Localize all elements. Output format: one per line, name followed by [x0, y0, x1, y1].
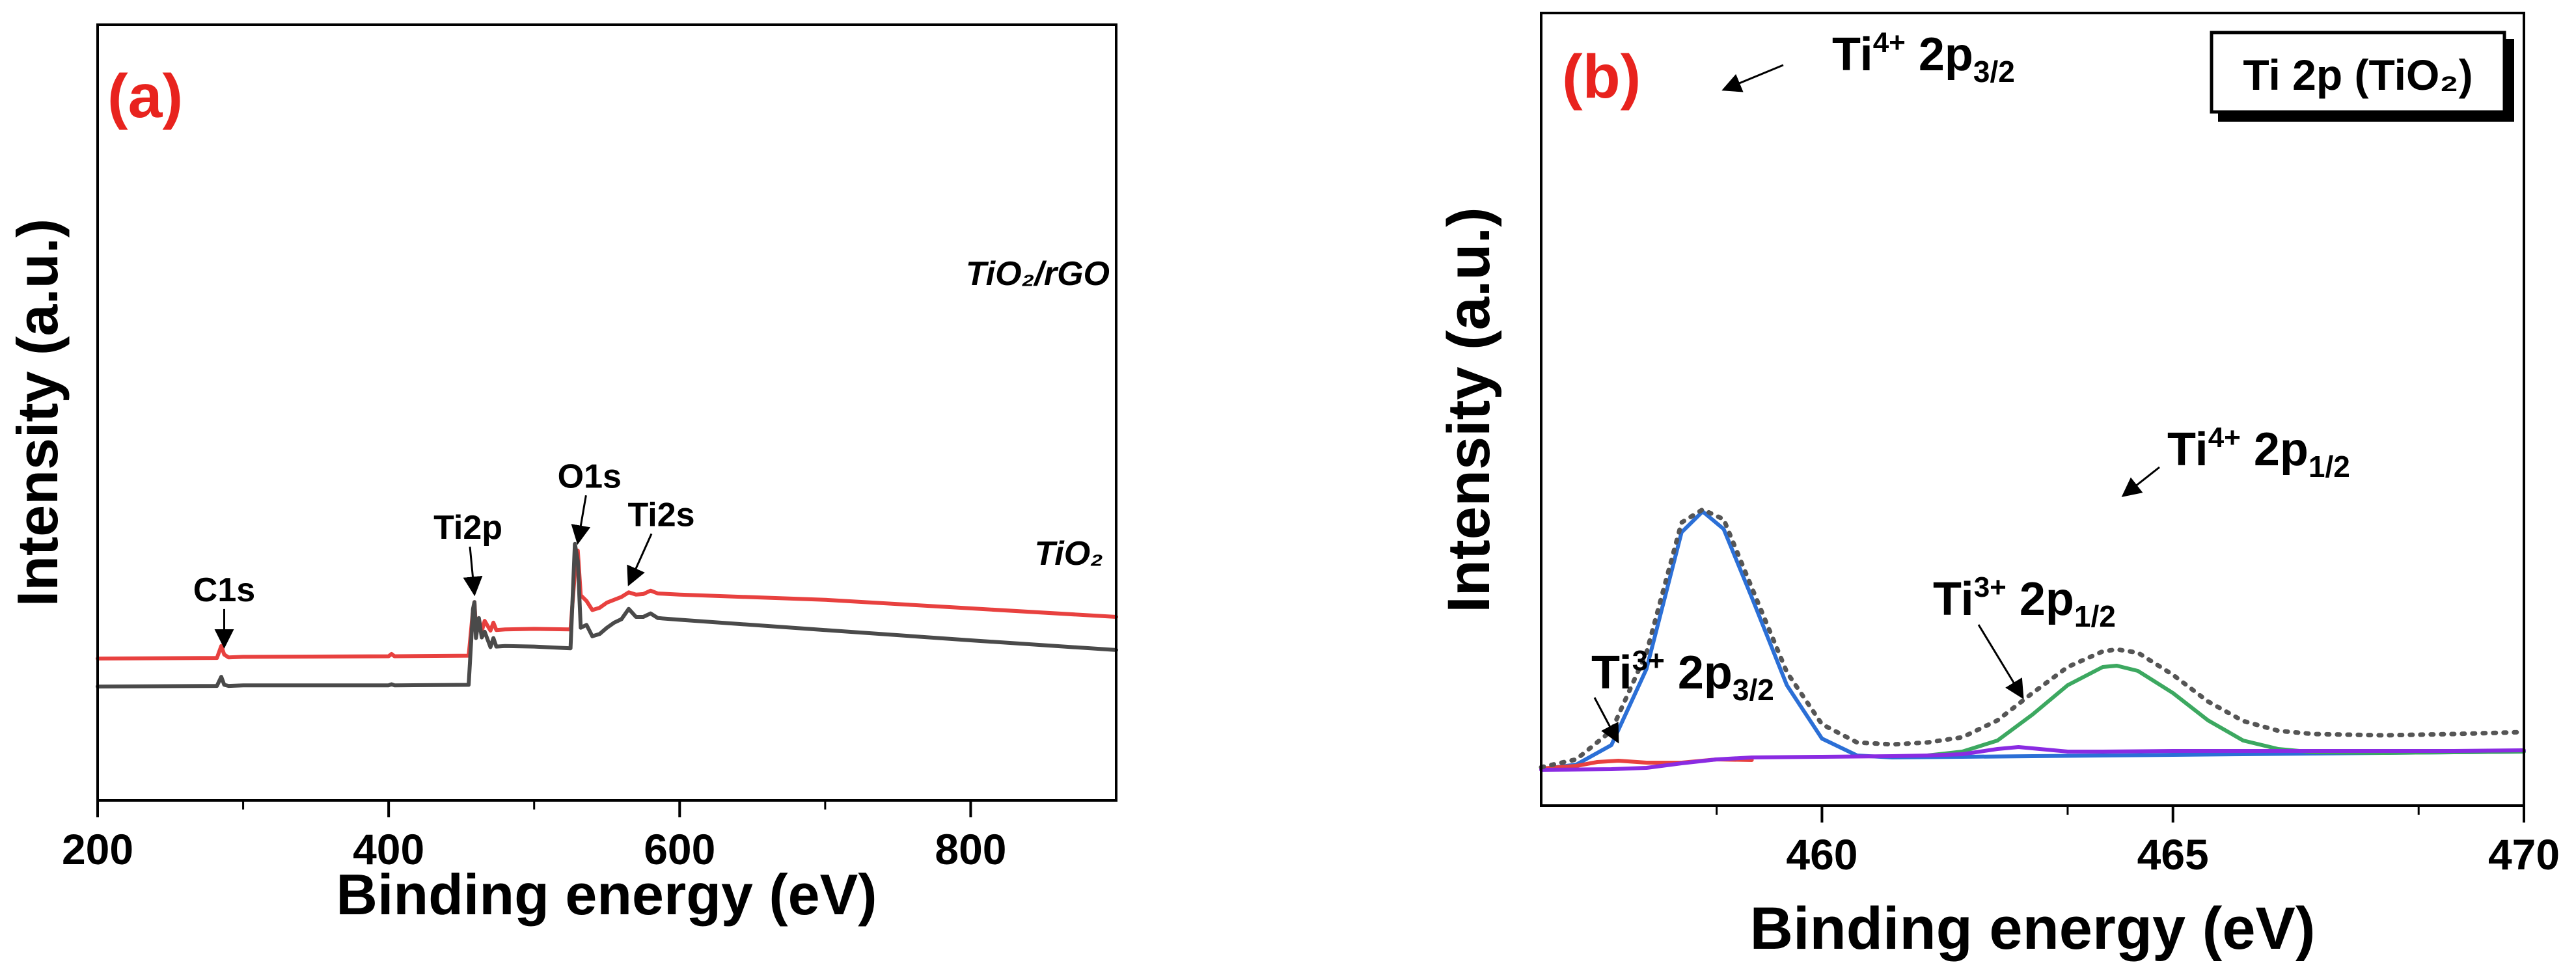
panel-b-ylabel: Intensity (a.u.): [1436, 207, 1502, 613]
panel-a-annotation-ti2s: Ti2s: [627, 496, 695, 587]
panel-b-xlabel: Binding energy (eV): [1750, 895, 2316, 962]
panel-a-annotation-label: O1s: [558, 457, 622, 495]
panel-a-xtick-label-400: 400: [353, 825, 424, 873]
panel-a-xtick-label-200: 200: [62, 825, 133, 873]
panel-b-plot-frame: [1540, 12, 2525, 807]
panel-a-annotation-c1s: C1s: [193, 571, 255, 649]
panel-b: (b) 460 465 470 Ti 2p (TiO₂) Ti4+ 2p3/2 Ti…: [1436, 12, 2560, 962]
panel-b-ticks: 460 465 470: [1716, 806, 2560, 878]
panel-a-annotation-label: C1s: [193, 571, 255, 609]
panel-a-label: (a): [107, 62, 183, 131]
svg-text:Ti4+ 2p1/2: Ti4+ 2p1/2: [2167, 422, 2350, 483]
panel-b-annotation-ti3-2p12: Ti3+ 2p1/2: [1933, 571, 2116, 700]
panel-b-legend-box: Ti 2p (TiO₂): [2210, 31, 2514, 122]
panel-a-series-line-0: [96, 549, 1118, 660]
panel-a-series-line-1: [96, 541, 1118, 688]
panel-a-ticks: 200 400 600 800: [62, 800, 1006, 873]
panel-a-xtick-label-600: 600: [644, 825, 715, 873]
panel-b-annotation-ti4-2p32: Ti4+ 2p3/2: [1721, 27, 2015, 92]
svg-text:Ti4+ 2p3/2: Ti4+ 2p3/2: [1832, 27, 2015, 88]
panel-a-annotation-arrow: [627, 533, 653, 587]
svg-text:Ti3+ 2p3/2: Ti3+ 2p3/2: [1591, 645, 1774, 707]
panel-b-series-line-0: [1539, 510, 2526, 771]
panel-b-label: (b): [1562, 42, 1641, 111]
panel-a-ylabel: Intensity (a.u.): [5, 219, 70, 607]
panel-a-annotation-o1s: O1s: [558, 457, 622, 545]
panel-b-series-line-4: [1539, 507, 2527, 770]
panel-b-series: [1539, 507, 2527, 772]
panel-a-series: [96, 541, 1118, 688]
panel-a-annotation-arrow: [571, 495, 591, 545]
panel-b-legend-text: Ti 2p (TiO₂): [2243, 51, 2473, 99]
panel-a-series-label-tio2: TiO₂: [1034, 535, 1103, 573]
panel-b-xtick-label-465: 465: [2137, 830, 2209, 878]
panel-a-annotation-label: Ti2s: [627, 496, 694, 534]
panel-a-series-label-tio2-rgo: TiO₂/rGO: [966, 255, 1110, 293]
panel-b-xtick-label-470: 470: [2488, 830, 2560, 878]
panel-b-xtick-label-460: 460: [1786, 830, 1857, 878]
panel-a-xlabel: Binding energy (eV): [336, 862, 877, 927]
panel-a-plot-frame: [96, 23, 1117, 802]
panel-a-annotation-arrow: [463, 547, 483, 597]
panel-a-xtick-label-800: 800: [935, 825, 1006, 873]
panel-b-annotation-ti4-2p12: Ti4+ 2p1/2: [2121, 422, 2350, 497]
panel-a-annotation-ti2p: Ti2p: [433, 509, 502, 597]
panel-a-annotation-label: Ti2p: [433, 509, 502, 547]
panel-b-series-line-3: [1539, 745, 2526, 772]
svg-text:Ti3+ 2p1/2: Ti3+ 2p1/2: [1933, 571, 2116, 633]
